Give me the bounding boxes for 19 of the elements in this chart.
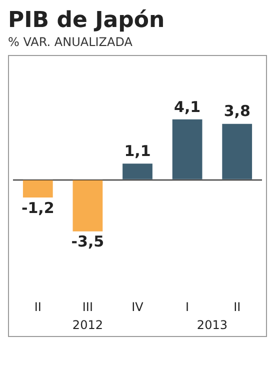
x-tick-label: II (34, 300, 42, 314)
chart-subtitle: % VAR. ANUALIZADA (8, 35, 134, 49)
bar (172, 119, 202, 180)
bar (22, 180, 53, 198)
text: 2012 (72, 318, 103, 332)
x-tick-label: IV (132, 300, 144, 314)
data-label: 1,1 (124, 142, 151, 160)
bar (122, 164, 152, 180)
text: 2013 (196, 318, 228, 332)
data-label: 3,8 (224, 102, 250, 120)
x-tick-label: I (186, 300, 190, 314)
bar (222, 124, 252, 180)
bar (72, 180, 103, 232)
data-label: -3,5 (71, 232, 104, 251)
x-tick-label: II (234, 300, 241, 314)
chart-title: PIB de Japón (8, 8, 166, 33)
data-label: 4,1 (174, 98, 201, 116)
data-label: -1,2 (21, 198, 54, 217)
x-tick-label: III (82, 300, 94, 314)
